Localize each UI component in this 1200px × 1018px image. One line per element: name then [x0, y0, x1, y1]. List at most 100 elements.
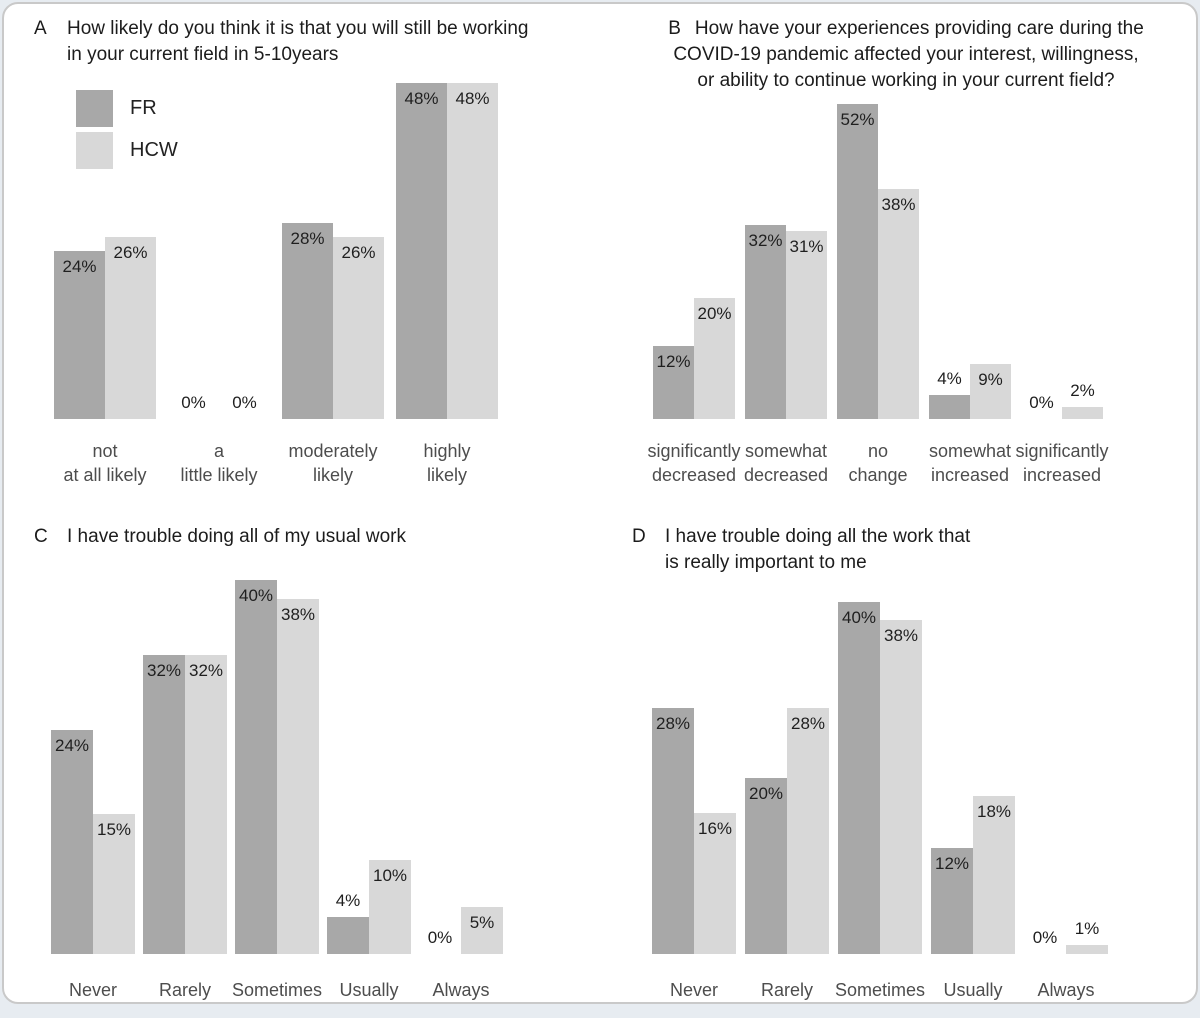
bar-value-label: 12%: [934, 854, 970, 873]
bar-pair: 20% 28%: [745, 602, 829, 954]
legend-row-fr: FR: [76, 90, 178, 127]
bar-slot-hcw: 10%: [369, 580, 411, 954]
bar-slot-fr: 40%: [838, 602, 880, 954]
bar-value-label: 4%: [937, 369, 962, 388]
bar-value-label: 48%: [455, 89, 490, 108]
bar-value-label: 0%: [181, 393, 206, 412]
bar-group: 0% 1% Always: [1024, 602, 1108, 1000]
bar-slot-hcw: 32%: [185, 580, 227, 954]
bar-fr: [838, 602, 880, 954]
bar-pair: 48% 48%: [396, 83, 498, 419]
category-label: not at all likely: [63, 441, 147, 485]
bar-value-label: 0%: [427, 928, 453, 947]
bar-group: 12% 20% significantly decreased: [647, 104, 741, 485]
bar-hcw: [1062, 407, 1103, 419]
bar-slot-hcw: 16%: [694, 602, 736, 954]
category-label: Rarely: [760, 980, 814, 1000]
bar-slot-hcw: 31%: [786, 104, 827, 419]
panel-b-title: B How have your experiences providing car…: [632, 16, 1180, 94]
bar-slot-hcw: 26%: [333, 83, 384, 419]
bar-hcw: [277, 599, 319, 954]
bar-hcw: [973, 796, 1015, 954]
category-label: somewhat decreased: [743, 441, 829, 485]
category-label: Rarely: [158, 980, 212, 1000]
bar-pair: 12% 18%: [931, 602, 1015, 954]
bar-value-label: 26%: [341, 243, 376, 262]
bar-slot-fr: 4%: [929, 104, 970, 419]
bar-hcw: [878, 189, 919, 419]
category-label: no change: [848, 441, 908, 485]
bar-slot-fr: 12%: [653, 104, 694, 419]
bar-slot-fr: 0%: [1021, 104, 1062, 419]
bar-pair: 24% 15%: [51, 580, 135, 954]
bar-slot-hcw: 48%: [447, 83, 498, 419]
bar-fr: [396, 83, 447, 419]
bar-hcw: [786, 231, 827, 419]
category-label: somewhat increased: [928, 441, 1012, 485]
bar-group: 32% 32% Rarely: [143, 580, 227, 1000]
category-label: Never: [669, 980, 719, 1000]
bar-fr: [929, 395, 970, 419]
legend: FR HCW: [76, 90, 178, 169]
bar-group: 40% 38% Sometimes: [835, 602, 925, 1000]
bar-value-label: 10%: [372, 866, 408, 885]
bar-slot-fr: 0%: [1024, 602, 1066, 954]
bar-value-label: 0%: [1032, 928, 1058, 947]
bar-slot-fr: 52%: [837, 104, 878, 419]
panel-d-letter: D: [632, 526, 646, 547]
bar-slot-hcw: 38%: [878, 104, 919, 419]
bar-slot-fr: 0%: [168, 83, 219, 419]
bar-value-label: 24%: [54, 736, 90, 755]
bar-group: 0% 5% Always: [419, 580, 503, 1000]
bar-value-label: 9%: [978, 370, 1003, 389]
legend-row-hcw: HCW: [76, 132, 178, 169]
bar-pair: 52% 38%: [837, 104, 919, 419]
panel-c-title: C I have trouble doing all of my usual w…: [34, 524, 588, 550]
bar-value-label: 0%: [1029, 393, 1054, 412]
panel-d-plot: 28% 16% Never 20% 28% Rarely 40% 38% Sometimes 12…: [652, 602, 1108, 1000]
bar-slot-hcw: 2%: [1062, 104, 1103, 419]
panel-c-plot: 24% 15% Never 32% 32% Rarely 40% 38% Sometimes 4%…: [51, 580, 503, 1000]
bar-group: 0% 2% significantly increased: [1015, 104, 1108, 485]
bar-value-label: 12%: [656, 352, 691, 371]
panel-b: B How have your experiences providing car…: [602, 4, 1196, 502]
bar-hcw: [694, 813, 736, 954]
bar-pair: 0% 1%: [1024, 602, 1108, 954]
bar-pair: 28% 16%: [652, 602, 736, 954]
category-label: a little likely: [180, 441, 258, 485]
bar-group: 0% 0% a little likely: [168, 83, 270, 485]
bar-fr: [837, 104, 878, 419]
bar-value-label: 18%: [976, 802, 1012, 821]
bar-slot-hcw: 1%: [1066, 602, 1108, 954]
category-label: moderately likely: [288, 441, 378, 485]
legend-label-fr: FR: [130, 97, 157, 119]
bar-value-label: 40%: [841, 608, 877, 627]
category-label: Never: [68, 980, 118, 1000]
panel-a-title-lines: How likely do you think it is that you w…: [67, 16, 588, 68]
bar-slot-fr: 20%: [745, 602, 787, 954]
bar-group: 52% 38% no change: [837, 104, 919, 485]
bar-value-label: 16%: [697, 819, 733, 838]
bar-value-label: 5%: [469, 913, 495, 932]
category-label: highly likely: [423, 441, 471, 485]
bar-fr: [652, 708, 694, 954]
panel-b-letter: B: [668, 18, 681, 39]
panel-b-title-line-1: How have your experiences providing care…: [694, 18, 1144, 39]
category-label: Sometimes: [834, 980, 926, 1000]
bar-slot-hcw: 26%: [105, 83, 156, 419]
bar-pair: 32% 31%: [745, 104, 827, 419]
panel-b-plot: 12% 20% significantly decreased 32% 31% somewh…: [647, 104, 1109, 485]
bar-value-label: 32%: [748, 231, 783, 250]
bar-fr: [282, 223, 333, 419]
bar-pair: 0% 5%: [419, 580, 503, 954]
bar-fr: [235, 580, 277, 954]
panel-d: D I have trouble doing all the work that…: [602, 502, 1196, 1002]
bar-pair: 24% 26%: [54, 83, 156, 419]
panel-a-title: A How likely do you think it is that you…: [34, 16, 588, 68]
bar-group: 28% 26% moderately likely: [282, 83, 384, 485]
bar-pair: 12% 20%: [653, 104, 735, 419]
bar-hcw: [787, 708, 829, 954]
bar-fr: [653, 346, 694, 419]
bar-group: 12% 18% Usually: [931, 602, 1015, 1000]
